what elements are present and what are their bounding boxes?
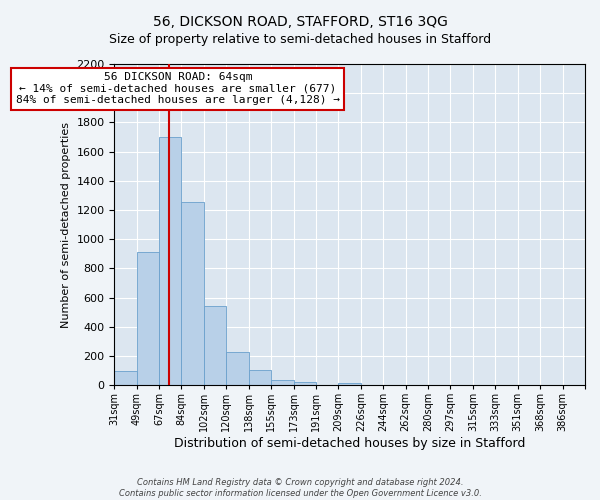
Bar <box>159 137 181 385</box>
Bar <box>249 370 271 385</box>
X-axis label: Distribution of semi-detached houses by size in Stafford: Distribution of semi-detached houses by … <box>174 437 526 450</box>
Text: Size of property relative to semi-detached houses in Stafford: Size of property relative to semi-detach… <box>109 32 491 46</box>
Text: Contains HM Land Registry data © Crown copyright and database right 2024.
Contai: Contains HM Land Registry data © Crown c… <box>119 478 481 498</box>
Bar <box>181 202 204 385</box>
Bar <box>204 306 226 385</box>
Bar <box>114 372 137 385</box>
Bar <box>293 382 316 385</box>
Bar <box>137 252 159 385</box>
Text: 56, DICKSON ROAD, STAFFORD, ST16 3QG: 56, DICKSON ROAD, STAFFORD, ST16 3QG <box>152 15 448 29</box>
Bar <box>338 383 361 385</box>
Bar <box>226 352 249 385</box>
Y-axis label: Number of semi-detached properties: Number of semi-detached properties <box>61 122 71 328</box>
Bar <box>271 380 293 385</box>
Text: 56 DICKSON ROAD: 64sqm
← 14% of semi-detached houses are smaller (677)
84% of se: 56 DICKSON ROAD: 64sqm ← 14% of semi-det… <box>16 72 340 105</box>
